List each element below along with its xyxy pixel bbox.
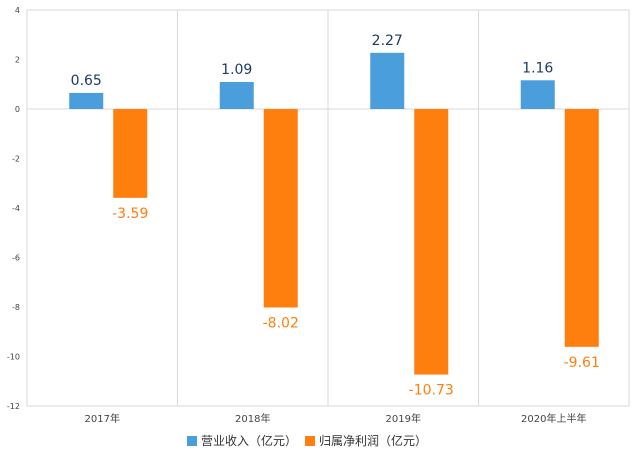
data-label: -9.61	[564, 355, 600, 371]
legend-label: 营业收入（亿元）	[201, 433, 297, 448]
bar-series-1	[69, 92, 104, 109]
data-label: -8.02	[263, 315, 299, 331]
x-category-label: 2017年	[85, 412, 120, 425]
data-label: 2.27	[372, 33, 403, 49]
legend-swatch	[187, 436, 197, 446]
data-label: 0.65	[71, 73, 102, 89]
bar-series-1	[219, 82, 254, 109]
data-label: 1.16	[522, 60, 553, 76]
data-labels: 0.65 -3.59 1.09 -8.02 2.27 -10.73 1.16 -9.61	[71, 33, 600, 399]
legend: 营业收入（亿元） 归属净利润（亿元）	[187, 433, 427, 448]
bar-series-2	[564, 109, 599, 347]
y-axis-ticks: 4 2 0 -2 -4 -6 -8 -10 -12	[7, 6, 20, 411]
bar-series-2	[414, 109, 449, 375]
x-axis-categories: 2017年 2018年 2019年 2020年上半年	[85, 412, 587, 425]
y-tick-label: -4	[12, 204, 20, 213]
data-label: 1.09	[221, 62, 252, 78]
legend-label: 归属净利润（亿元）	[319, 433, 427, 448]
y-tick-label: 0	[15, 105, 20, 114]
bar-series-1	[520, 80, 555, 109]
legend-swatch	[305, 436, 315, 446]
x-category-label: 2020年上半年	[521, 412, 586, 425]
bar-series-1	[370, 52, 405, 109]
data-label: -3.59	[112, 206, 148, 222]
bar-series-2	[263, 109, 298, 308]
data-label: -10.73	[409, 383, 454, 399]
y-tick-label: 4	[15, 6, 20, 15]
y-tick-label: -2	[12, 155, 20, 164]
bars	[69, 52, 599, 375]
x-category-label: 2018年	[235, 412, 270, 425]
y-tick-label: -8	[12, 303, 20, 312]
y-tick-label: -10	[7, 353, 20, 362]
y-tick-label: 2	[15, 56, 20, 65]
y-tick-label: -6	[12, 254, 20, 263]
x-category-label: 2019年	[386, 412, 421, 425]
y-tick-label: -12	[7, 402, 20, 411]
bar-series-2	[113, 109, 148, 198]
